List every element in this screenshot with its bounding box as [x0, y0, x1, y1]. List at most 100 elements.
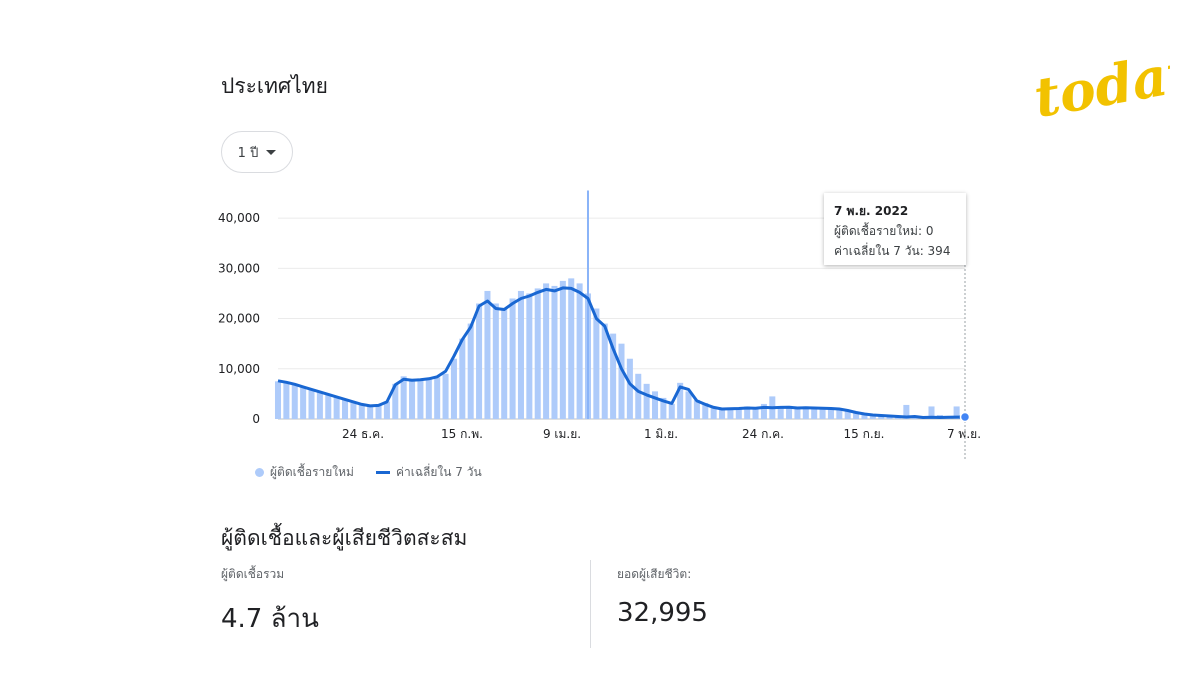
tooltip-date: 7 พ.ย. 2022: [834, 204, 909, 218]
bar: [392, 383, 399, 419]
page-title: ประเทศไทย: [221, 74, 328, 98]
bar: [601, 323, 608, 419]
hover-point: [959, 411, 971, 423]
bar: [367, 404, 374, 419]
bar: [702, 402, 709, 419]
bar: [517, 290, 524, 419]
caret-down-icon: [266, 149, 277, 155]
bar: [677, 382, 684, 419]
bar: [308, 389, 315, 419]
bar: [300, 387, 307, 419]
bar: [903, 404, 910, 419]
stats-divider: [590, 560, 591, 648]
tooltip-avg7: ค่าเฉลี่ยใน 7 วัน: 394: [834, 244, 951, 258]
bar: [819, 407, 826, 419]
bar: [467, 323, 474, 419]
avg-line: [277, 286, 966, 419]
bar: [484, 290, 491, 419]
cumulative-title: ผู้ติดเชื้อและผู้เสียชีวิตสะสม: [221, 526, 468, 550]
bar: [786, 405, 793, 419]
bar: [375, 404, 382, 419]
bar: [400, 376, 407, 419]
bar: [509, 298, 516, 419]
chart-tooltip: 7 พ.ย. 2022 ผู้ติดเชื้อรายใหม่: 0 ค่าเฉล…: [824, 193, 966, 265]
bar: [593, 308, 600, 419]
x-tick-label: 7 พ.ย.: [947, 427, 981, 441]
bar: [559, 280, 566, 419]
cases-chart[interactable]: 40,000 30,000 20,000 10,000 0 24 ธ.ค. 15 ก.พ. 9…: [210, 185, 990, 465]
bar: [434, 377, 441, 419]
bar: [526, 293, 533, 419]
bar: [744, 406, 751, 419]
bar: [861, 414, 868, 419]
bar: [811, 406, 818, 419]
range-label: 1 ปี: [237, 145, 259, 161]
bar: [358, 403, 365, 419]
bar: [853, 413, 860, 419]
logo-text: today: [1030, 38, 1170, 130]
bar: [283, 382, 290, 419]
x-tick-label: 15 ก.ย.: [843, 427, 884, 441]
bar: [333, 397, 340, 419]
bar: [551, 285, 558, 419]
bar: [886, 416, 893, 419]
legend-label-new-cases: ผู้ติดเชื้อรายใหม่: [270, 465, 354, 479]
bar: [643, 383, 650, 419]
legend-line-icon: [375, 471, 390, 474]
bar: [568, 278, 575, 419]
legend-label-avg7: ค่าเฉลี่ยใน 7 วัน: [395, 465, 482, 479]
bar: [417, 378, 424, 419]
bar: [727, 407, 734, 419]
bar: [668, 403, 675, 419]
bar: [869, 415, 876, 419]
bar: [626, 358, 633, 419]
bar: [651, 391, 659, 419]
bar: [543, 283, 550, 419]
total-deaths-label: ยอดผู้เสียชีวิต:: [617, 567, 692, 581]
bar: [325, 394, 332, 419]
legend-item-avg7[interactable]: ค่าเฉลี่ยใน 7 วัน: [375, 463, 482, 482]
bar: [710, 406, 717, 419]
total-cases-stat: ผู้ติดเชื้อรวม 4.7 ล้าน: [221, 565, 319, 639]
bar: [342, 399, 349, 419]
bar: [492, 303, 499, 419]
bar: [635, 373, 642, 419]
bar: [501, 308, 508, 419]
y-tick-label: 10,000: [218, 362, 260, 376]
bar: [610, 333, 617, 419]
legend-item-new-cases[interactable]: ผู้ติดเชื้อรายใหม่: [255, 463, 354, 482]
spike-bar: [586, 190, 589, 419]
bar: [836, 408, 843, 419]
bar: [476, 303, 483, 419]
bar: [735, 407, 742, 419]
bar: [350, 402, 357, 419]
total-deaths-stat: ยอดผู้เสียชีวิต: 32,995: [617, 565, 708, 628]
bar: [291, 384, 298, 419]
x-tick-label: 9 เม.ย.: [543, 427, 581, 441]
legend-dot-icon: [255, 468, 264, 477]
bar: [409, 378, 416, 419]
y-tick-label: 0: [252, 412, 260, 426]
bar: [878, 415, 885, 419]
bar: [953, 406, 960, 419]
x-tick-label: 24 ธ.ค.: [342, 427, 384, 441]
bar: [618, 343, 625, 419]
bar: [534, 288, 541, 419]
bar: [383, 401, 390, 419]
range-dropdown[interactable]: 1 ปี: [221, 131, 293, 173]
bar: [719, 407, 726, 419]
today-logo: today: [1030, 38, 1170, 130]
bar: [274, 381, 282, 419]
bar: [450, 358, 457, 419]
bar: [425, 378, 432, 419]
bar: [576, 283, 583, 419]
tooltip-new-cases: ผู้ติดเชื้อรายใหม่: 0: [834, 224, 934, 238]
bar: [760, 403, 767, 419]
bar: [442, 373, 449, 419]
bar: [802, 406, 809, 419]
bar: [685, 391, 692, 419]
bar: [777, 406, 784, 419]
bar: [928, 406, 935, 419]
total-cases-label: ผู้ติดเชื้อรวม: [221, 567, 285, 581]
y-tick-label: 40,000: [218, 211, 260, 225]
